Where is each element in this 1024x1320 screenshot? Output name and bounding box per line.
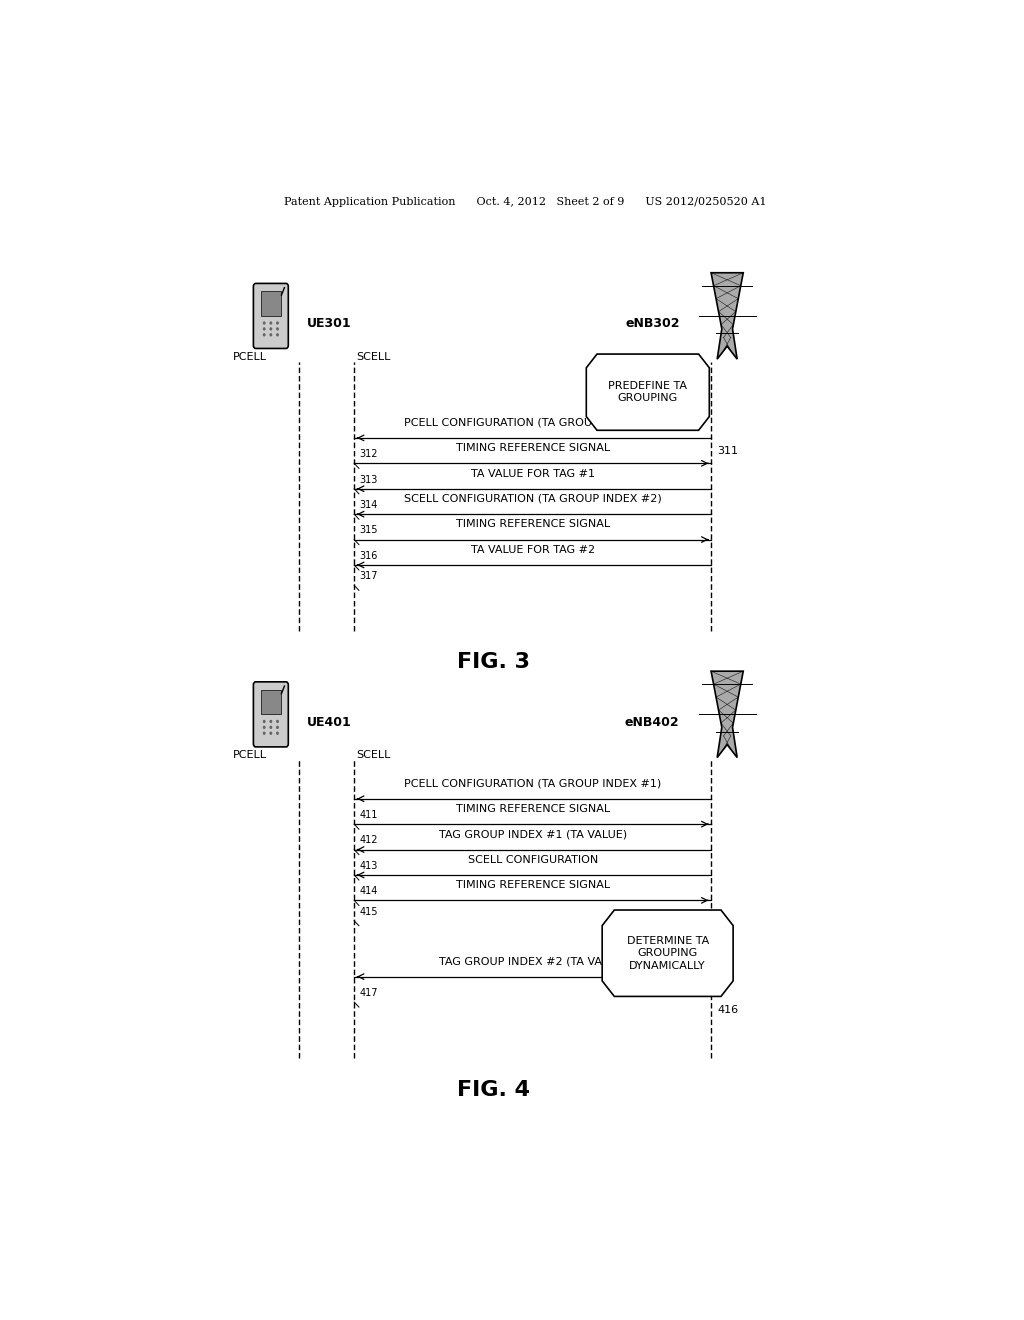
Text: TIMING REFERENCE SIGNAL: TIMING REFERENCE SIGNAL xyxy=(456,444,610,453)
Text: FIG. 4: FIG. 4 xyxy=(457,1081,529,1101)
Text: 315: 315 xyxy=(359,525,378,536)
Text: 311: 311 xyxy=(718,446,738,455)
Text: TA VALUE FOR TAG #2: TA VALUE FOR TAG #2 xyxy=(471,545,595,554)
Text: TAG GROUP INDEX #2 (TA VALUE): TAG GROUP INDEX #2 (TA VALUE) xyxy=(438,957,627,966)
Text: 411: 411 xyxy=(359,810,378,820)
Text: SCELL CONFIGURATION (TA GROUP INDEX #2): SCELL CONFIGURATION (TA GROUP INDEX #2) xyxy=(403,494,662,504)
Circle shape xyxy=(270,733,271,734)
Text: SCELL CONFIGURATION: SCELL CONFIGURATION xyxy=(468,855,598,865)
Text: 312: 312 xyxy=(359,449,378,459)
Text: SCELL: SCELL xyxy=(356,351,391,362)
Circle shape xyxy=(276,327,279,330)
Circle shape xyxy=(263,733,265,734)
Text: SCELL: SCELL xyxy=(356,750,391,760)
Text: 414: 414 xyxy=(359,886,378,896)
Circle shape xyxy=(270,334,271,335)
Text: Patent Application Publication      Oct. 4, 2012   Sheet 2 of 9      US 2012/025: Patent Application Publication Oct. 4, 2… xyxy=(284,197,766,207)
Polygon shape xyxy=(602,909,733,997)
Text: 412: 412 xyxy=(359,836,378,846)
Text: TAG GROUP INDEX #1 (TA VALUE): TAG GROUP INDEX #1 (TA VALUE) xyxy=(438,829,627,840)
Text: TIMING REFERENCE SIGNAL: TIMING REFERENCE SIGNAL xyxy=(456,804,610,814)
FancyBboxPatch shape xyxy=(253,284,289,348)
Text: 316: 316 xyxy=(359,550,378,561)
Text: 417: 417 xyxy=(359,987,378,998)
Text: PCELL: PCELL xyxy=(232,351,267,362)
Text: 313: 313 xyxy=(359,475,378,484)
FancyBboxPatch shape xyxy=(261,689,281,714)
Text: PREDEFINE TA
GROUPING: PREDEFINE TA GROUPING xyxy=(608,381,687,404)
Circle shape xyxy=(276,334,279,335)
FancyBboxPatch shape xyxy=(261,292,281,315)
Circle shape xyxy=(276,721,279,722)
Circle shape xyxy=(270,322,271,323)
Text: PCELL: PCELL xyxy=(232,750,267,760)
Circle shape xyxy=(263,334,265,335)
FancyBboxPatch shape xyxy=(253,682,289,747)
Circle shape xyxy=(263,726,265,729)
Circle shape xyxy=(276,322,279,323)
Text: UE401: UE401 xyxy=(306,715,351,729)
Polygon shape xyxy=(711,273,743,359)
Circle shape xyxy=(276,733,279,734)
Circle shape xyxy=(263,327,265,330)
Circle shape xyxy=(270,726,271,729)
Text: UE301: UE301 xyxy=(306,317,351,330)
Text: 416: 416 xyxy=(718,1005,738,1015)
Text: TA VALUE FOR TAG #1: TA VALUE FOR TAG #1 xyxy=(471,469,595,479)
Text: FIG. 3: FIG. 3 xyxy=(457,652,529,672)
Text: TIMING REFERENCE SIGNAL: TIMING REFERENCE SIGNAL xyxy=(456,519,610,529)
Polygon shape xyxy=(587,354,710,430)
Circle shape xyxy=(270,721,271,722)
Text: 415: 415 xyxy=(359,907,378,916)
Text: eNB302: eNB302 xyxy=(625,317,680,330)
Text: TIMING REFERENCE SIGNAL: TIMING REFERENCE SIGNAL xyxy=(456,880,610,890)
Text: 413: 413 xyxy=(359,861,378,871)
Circle shape xyxy=(263,721,265,722)
Polygon shape xyxy=(711,671,743,758)
Text: DETERMINE TA
GROUPING
DYNAMICALLY: DETERMINE TA GROUPING DYNAMICALLY xyxy=(627,936,709,970)
Text: PCELL CONFIGURATION (TA GROUP INDEX #1): PCELL CONFIGURATION (TA GROUP INDEX #1) xyxy=(404,779,662,788)
Text: eNB402: eNB402 xyxy=(625,715,680,729)
Text: 317: 317 xyxy=(359,572,378,581)
Circle shape xyxy=(263,322,265,323)
Text: 314: 314 xyxy=(359,500,378,510)
Circle shape xyxy=(270,327,271,330)
Circle shape xyxy=(276,726,279,729)
Text: PCELL CONFIGURATION (TA GROUP INDEX #1): PCELL CONFIGURATION (TA GROUP INDEX #1) xyxy=(404,417,662,428)
